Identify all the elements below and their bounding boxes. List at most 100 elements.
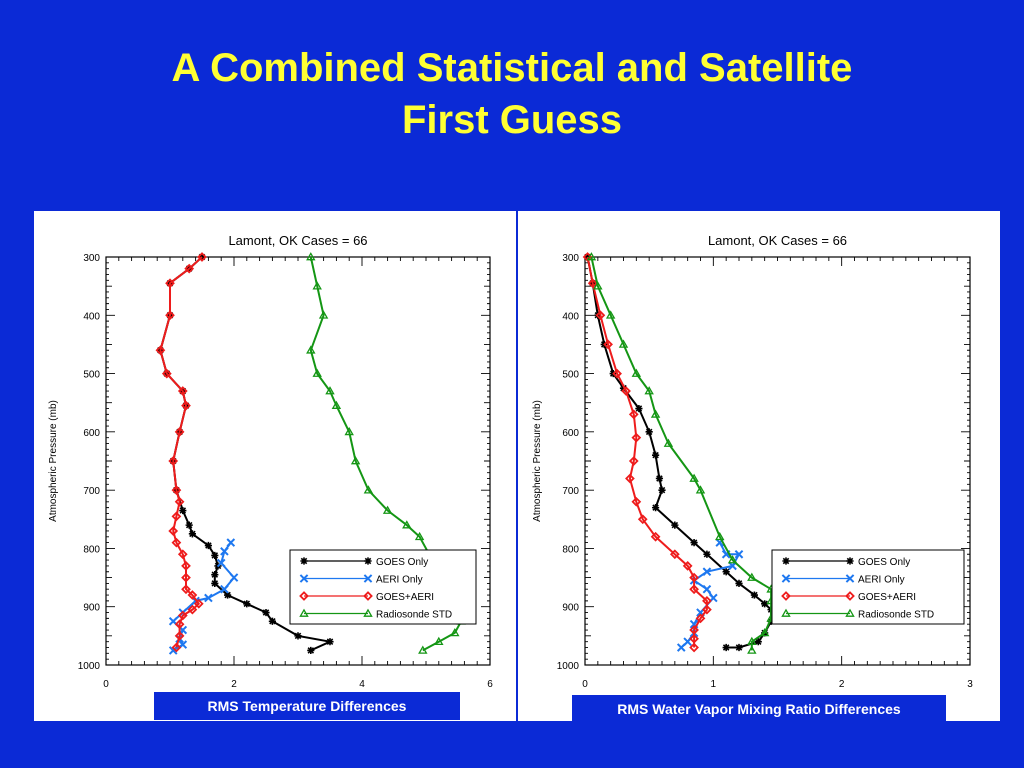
data-point (211, 551, 219, 560)
data-point (171, 642, 182, 653)
data-point (682, 561, 693, 571)
data-point (350, 456, 361, 465)
data-point (727, 555, 738, 564)
legend-marker (781, 574, 791, 583)
data-point (761, 600, 769, 608)
data-point (226, 538, 236, 547)
data-point (689, 625, 699, 635)
data-point (181, 561, 191, 571)
y-axis-label: Atmospheric Pressure (mb) (532, 400, 543, 522)
data-point (655, 474, 664, 483)
data-point (631, 496, 642, 507)
data-point (418, 645, 428, 654)
legend-marker (300, 557, 308, 565)
legend-label: Radiosonde STD (376, 610, 452, 621)
data-point (631, 368, 642, 377)
y-tick-label: 700 (562, 486, 579, 497)
data-point (165, 310, 175, 321)
x-tick-label: 6 (487, 679, 493, 690)
data-point (193, 598, 204, 609)
y-tick-label: 800 (83, 544, 100, 555)
data-point (747, 636, 757, 646)
data-point (220, 547, 229, 556)
data-point (715, 531, 725, 541)
data-point (181, 572, 191, 583)
y-tick-label: 1000 (557, 661, 580, 672)
data-point (307, 646, 315, 655)
legend-box (289, 549, 477, 625)
data-point (312, 281, 322, 290)
data-point (651, 504, 660, 512)
legend-marker (363, 591, 373, 601)
data-point (171, 511, 182, 522)
series-line (586, 256, 773, 649)
data-point (414, 531, 425, 541)
data-point (593, 281, 603, 290)
data-point (174, 496, 185, 507)
data-point (605, 310, 616, 319)
data-point (188, 530, 196, 538)
x-tick-label: 2 (839, 679, 845, 690)
legend-label: AERI Only (376, 575, 423, 586)
data-point (663, 438, 674, 447)
data-point (174, 630, 185, 641)
data-point (450, 628, 460, 637)
data-point (344, 426, 354, 436)
legend-marker (363, 608, 373, 617)
data-point (702, 584, 712, 594)
data-point (621, 386, 631, 396)
data-point (603, 339, 613, 350)
data-point (268, 617, 276, 625)
legend-marker (781, 608, 791, 617)
y-tick-label: 300 (562, 253, 579, 264)
data-point (734, 549, 744, 559)
water-vapor-chart: Lamont, OK Cases = 66 300 400 500 600 700 800 9… (532, 233, 973, 690)
data-point (754, 638, 762, 646)
data-point (635, 404, 643, 413)
legend-label: GOES+AERI (376, 592, 434, 603)
data-point (184, 263, 195, 274)
data-point (722, 643, 730, 652)
data-point (325, 386, 335, 395)
data-point (181, 584, 191, 595)
water-vapor-chart-panel: Lamont, OK Cases = 66 300 400 500 600 700 800 9… (518, 211, 1000, 723)
data-point (658, 486, 666, 494)
y-tick-label: 600 (562, 428, 579, 439)
data-point (402, 520, 412, 529)
axis-ticks (105, 256, 491, 666)
data-point (651, 451, 660, 459)
data-point (165, 278, 175, 289)
data-point (669, 549, 680, 560)
y-axis-label: Atmospheric Pressure (mb) (48, 400, 59, 522)
data-point (650, 409, 661, 418)
x-tick-label: 4 (359, 679, 365, 690)
water-vapor-chart-caption: RMS Water Vapor Mixing Ratio Differences (572, 695, 946, 723)
data-point (187, 590, 198, 600)
data-point (179, 506, 187, 515)
data-point (747, 572, 757, 581)
y-tick-label: 300 (83, 253, 100, 264)
data-point (216, 558, 226, 568)
data-point (722, 568, 730, 576)
data-point (645, 428, 653, 436)
y-tick-label: 400 (562, 311, 579, 322)
legend: GOES Only AERI Only GOES+AERI Radiosonde ST… (771, 549, 965, 625)
data-point (168, 456, 179, 466)
data-point (434, 636, 444, 646)
x-tick-label: 2 (231, 679, 237, 690)
data-point (326, 638, 334, 646)
data-point (306, 252, 316, 261)
legend: GOES Only AERI Only GOES+AERI Radiosonde ST… (289, 549, 477, 625)
slide-title: A Combined Statistical and Satellite Fir… (0, 42, 1024, 146)
data-point (676, 643, 686, 652)
data-point (689, 473, 699, 482)
y-tick-label: 900 (83, 603, 100, 614)
data-point (595, 310, 606, 321)
series-line (586, 256, 708, 648)
legend-marker (781, 591, 791, 601)
data-point (586, 252, 597, 261)
data-point (204, 541, 212, 550)
data-point (690, 539, 698, 547)
data-point (177, 386, 188, 396)
data-point (174, 619, 185, 630)
